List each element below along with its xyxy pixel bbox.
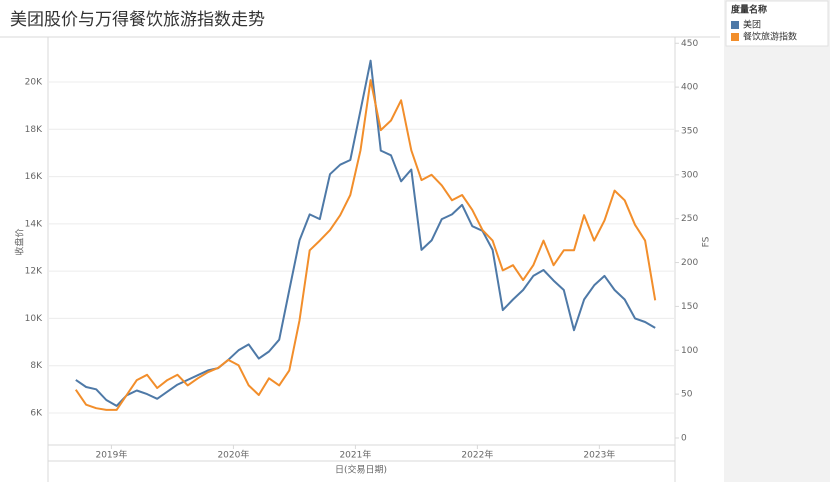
- legend-label: 美团: [743, 19, 761, 31]
- legend-panel: [724, 0, 830, 482]
- y-tick-label: 10K: [25, 314, 43, 324]
- legend-box: [725, 0, 829, 47]
- x-tick-label: 2020年: [217, 449, 249, 461]
- chart-title: 美团股价与万得餐饮旅游指数走势: [10, 10, 265, 30]
- y-tick-label: 14K: [25, 219, 43, 229]
- x-tick-label: 2021年: [339, 449, 371, 461]
- series-line: [74, 79, 657, 411]
- y2-tick-label: 450: [681, 39, 698, 49]
- y2-axis-label: FS: [702, 236, 712, 247]
- y2-tick-label: 350: [681, 126, 698, 136]
- y-tick-label: 6K: [30, 408, 43, 418]
- x-tick-label: 2023年: [583, 449, 615, 461]
- y-tick-label: 12K: [25, 267, 43, 277]
- legend-swatch: [731, 21, 739, 29]
- y2-tick-label: 400: [681, 83, 698, 93]
- x-axis-label: 日(交易日期): [335, 464, 387, 476]
- y-tick-label: 16K: [25, 172, 43, 182]
- legend-swatch: [731, 33, 739, 41]
- y2-tick-label: 50: [681, 390, 693, 400]
- y2-tick-label: 100: [681, 346, 698, 356]
- y2-tick-label: 250: [681, 214, 698, 224]
- y2-tick-label: 0: [681, 433, 687, 443]
- y-tick-label: 18K: [25, 125, 43, 135]
- y-axis-label: 收盘价: [14, 228, 26, 255]
- y-tick-label: 8K: [30, 361, 43, 371]
- legend-label: 餐饮旅游指数: [743, 31, 797, 43]
- x-tick-label: 2019年: [95, 449, 127, 461]
- y2-tick-label: 300: [681, 170, 698, 180]
- y2-tick-label: 200: [681, 258, 698, 268]
- legend-title: 度量名称: [731, 4, 767, 16]
- y-tick-label: 20K: [25, 77, 43, 87]
- x-tick-label: 2022年: [461, 449, 493, 461]
- series-line: [75, 59, 656, 407]
- y2-tick-label: 150: [681, 302, 698, 312]
